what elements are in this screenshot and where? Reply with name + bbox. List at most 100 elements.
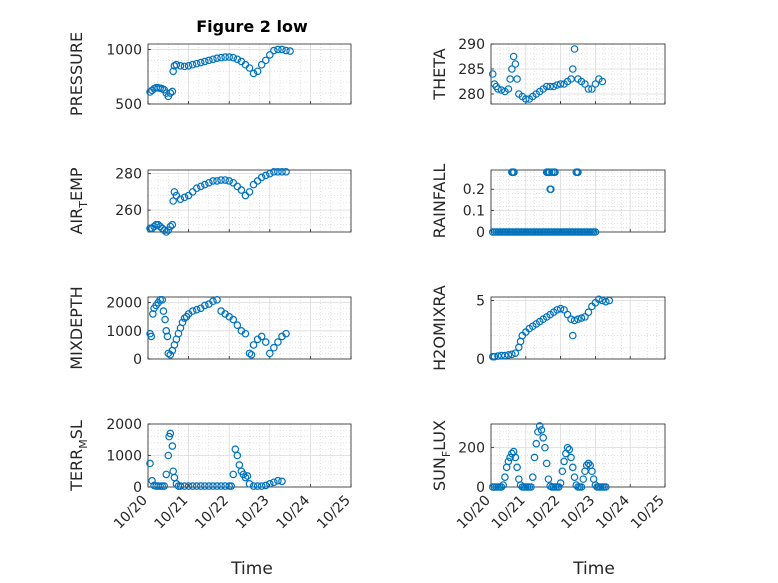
data-marker	[574, 168, 582, 176]
data-marker	[180, 314, 189, 322]
data-marker	[602, 297, 610, 306]
data-marker	[163, 332, 172, 341]
data-marker	[579, 475, 588, 483]
data-marker	[169, 197, 177, 205]
data-marker	[166, 429, 175, 438]
data-marker	[270, 343, 278, 352]
y-tick-label: 0	[476, 480, 485, 496]
data-marker	[598, 77, 607, 86]
data-marker	[511, 453, 520, 462]
data-marker	[247, 350, 256, 359]
x-tick-label: 10/25	[628, 493, 668, 533]
data-marker	[180, 193, 189, 202]
data-marker	[265, 169, 274, 178]
data-marker	[504, 351, 513, 359]
data-marker	[530, 453, 539, 462]
data-marker	[146, 459, 154, 468]
y-tick-label: 280	[115, 167, 142, 183]
data-marker	[497, 86, 506, 94]
data-marker	[229, 315, 238, 324]
data-marker	[282, 168, 290, 176]
data-marker	[196, 58, 205, 67]
x-tick-label: 10/23	[558, 493, 598, 533]
data-marker	[148, 476, 156, 485]
axes-frame	[490, 296, 666, 360]
data-marker	[166, 350, 175, 359]
data-marker	[558, 467, 567, 476]
data-marker	[556, 479, 565, 487]
data-marker	[201, 180, 209, 189]
data-marker	[245, 188, 254, 196]
data-marker	[278, 477, 286, 486]
data-marker	[582, 461, 591, 470]
data-marker	[257, 332, 266, 341]
data-marker	[278, 45, 286, 54]
data-marker	[160, 226, 169, 234]
data-marker	[147, 332, 156, 341]
axes-frame	[147, 43, 352, 105]
data-marker	[253, 482, 262, 490]
data-marker	[168, 442, 177, 450]
data-marker	[497, 351, 506, 360]
data-marker	[490, 352, 499, 361]
data-marker	[265, 480, 274, 488]
data-marker	[501, 473, 509, 481]
data-marker	[180, 62, 189, 71]
data-marker	[549, 82, 558, 91]
data-marker	[542, 459, 551, 468]
data-marker	[570, 316, 579, 325]
data-marker	[188, 482, 197, 490]
data-marker	[504, 85, 513, 93]
data-marker	[217, 482, 225, 490]
data-marker	[494, 85, 502, 93]
data-marker	[527, 483, 535, 491]
data-marker	[166, 222, 175, 231]
data-marker	[213, 177, 221, 185]
data-marker	[584, 459, 593, 468]
x-tick-label: 10/22	[524, 493, 564, 533]
x-axis-label-left: Time	[230, 559, 273, 579]
data-marker	[595, 295, 603, 304]
y-tick-label: 0	[476, 225, 485, 241]
y-tick-label: 2000	[106, 417, 142, 433]
data-marker	[499, 481, 507, 489]
y-axis-label: THETA	[430, 48, 449, 100]
data-marker	[521, 95, 530, 103]
data-marker	[243, 472, 252, 480]
x-tick-label: 10/22	[192, 493, 232, 533]
data-marker	[591, 228, 600, 236]
data-marker	[265, 51, 274, 59]
data-marker	[192, 482, 201, 490]
data-marker	[257, 60, 266, 69]
data-marker	[241, 473, 250, 482]
data-marker	[192, 184, 201, 193]
data-marker	[494, 352, 502, 360]
subplot-7: 10/20 10/21 10/22 10/23 10/24 10/25 0 1000 2000 T…	[67, 417, 354, 532]
y-axis-label: PRESSURE	[67, 32, 86, 116]
data-marker	[162, 228, 171, 236]
data-marker	[605, 296, 614, 305]
y-tick-label: 2000	[106, 296, 142, 312]
y-tick-label: 260	[115, 203, 142, 219]
data-marker	[510, 168, 518, 176]
axes-frame	[490, 43, 666, 105]
y-tick-label: 0.2	[463, 182, 485, 198]
data-marker	[249, 482, 258, 490]
y-tick-label: 1000	[106, 42, 142, 58]
data-marker	[261, 56, 270, 65]
data-marker	[563, 443, 572, 452]
subplot-5: 0 1000 2000 MIXDEPTH	[67, 286, 352, 370]
data-marker	[225, 177, 234, 185]
data-marker	[221, 176, 229, 184]
x-tick-label: 10/20	[454, 493, 494, 533]
axes-frame	[147, 296, 352, 360]
x-tick-label: 10/21	[489, 493, 529, 533]
data-marker	[205, 178, 213, 187]
y-tick-label: 0	[133, 352, 142, 368]
data-marker	[168, 87, 177, 96]
data-marker	[233, 321, 242, 329]
data-marker	[241, 329, 250, 338]
x-tick-label: 10/21	[152, 493, 192, 533]
x-tick-label: 10/23	[233, 493, 273, 533]
data-marker	[546, 82, 554, 91]
